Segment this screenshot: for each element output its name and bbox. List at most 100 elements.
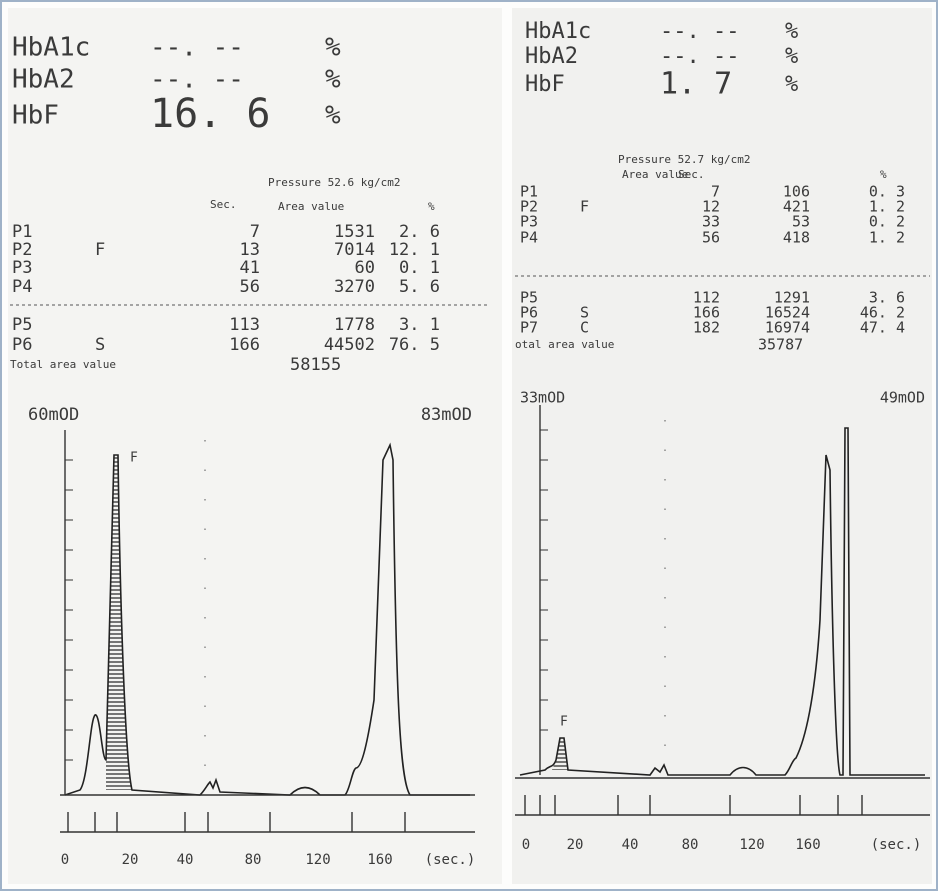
x-label: 120 xyxy=(305,852,330,868)
area-value: 418 xyxy=(783,229,810,247)
peak-label: F xyxy=(560,715,568,730)
peak-name: P4 xyxy=(12,277,32,297)
printout-left xyxy=(8,8,502,884)
total-label: otal area value xyxy=(515,338,614,351)
x-label: 40 xyxy=(622,837,639,853)
scale-right: 83mOD xyxy=(421,405,472,425)
peak-name: P1 xyxy=(12,222,32,242)
retention-time: 56 xyxy=(702,229,720,247)
percent: 46. 2 xyxy=(860,304,905,322)
percent: 1. 2 xyxy=(869,198,905,216)
x-label: 20 xyxy=(567,837,584,853)
retention-time: 56 xyxy=(240,277,260,297)
retention-time: 112 xyxy=(693,289,720,307)
x-label: 80 xyxy=(682,837,699,853)
result-name: HbA2 xyxy=(12,65,75,95)
retention-time: 182 xyxy=(693,319,720,337)
chromatogram-left xyxy=(60,430,475,833)
percent: 0. 3 xyxy=(869,183,905,201)
x-label: 0 xyxy=(522,837,530,853)
area-value: 16524 xyxy=(765,304,810,322)
chromatogram-right xyxy=(515,405,930,816)
result-name: HbA1c xyxy=(12,33,90,63)
retention-time: 166 xyxy=(693,304,720,322)
result-value: --. -- xyxy=(660,19,739,44)
result-unit: % xyxy=(325,33,341,63)
column-header: Sec. xyxy=(210,198,237,211)
area-value: 7014 xyxy=(334,240,375,260)
area-value: 60 xyxy=(355,258,375,278)
result-name: HbA2 xyxy=(525,44,578,69)
peak-name: P3 xyxy=(520,213,538,231)
retention-time: 12 xyxy=(702,198,720,216)
scale-left: 33mOD xyxy=(520,389,565,407)
area-value: 421 xyxy=(783,198,810,216)
peak-name: P1 xyxy=(520,183,538,201)
area-value: 53 xyxy=(792,213,810,231)
peak-type: S xyxy=(95,335,105,355)
pressure: Pressure 52.6 kg/cm2 xyxy=(268,176,400,189)
percent: 3. 6 xyxy=(869,289,905,307)
percent: 2. 6 xyxy=(399,222,440,242)
peak-name: P6 xyxy=(520,304,538,322)
area-value: 106 xyxy=(783,183,810,201)
printout-right xyxy=(512,8,932,884)
peak-name: P2 xyxy=(520,198,538,216)
scale-right: 49mOD xyxy=(880,389,925,407)
peak-type: F xyxy=(95,240,105,260)
x-label: (sec.) xyxy=(425,852,476,868)
peak-name: P2 xyxy=(12,240,32,260)
x-label: 160 xyxy=(367,852,392,868)
peak-name: P7 xyxy=(520,319,538,337)
percent: 0. 2 xyxy=(869,213,905,231)
column-header: % xyxy=(880,168,887,181)
x-label: 20 xyxy=(122,852,139,868)
x-label: 120 xyxy=(739,837,764,853)
total-value: 35787 xyxy=(758,336,803,354)
x-label: 40 xyxy=(177,852,194,868)
percent: 5. 6 xyxy=(399,277,440,297)
result-unit: % xyxy=(325,101,341,131)
peak-type: F xyxy=(580,198,589,216)
result-unit: % xyxy=(785,72,798,97)
retention-time: 41 xyxy=(240,258,260,278)
column-header: Area value xyxy=(622,168,688,181)
result-value: 16. 6 xyxy=(150,91,270,137)
column-header: Sec. xyxy=(678,168,705,181)
retention-time: 13 xyxy=(240,240,260,260)
peak-name: P5 xyxy=(12,315,32,335)
percent: 1. 2 xyxy=(869,229,905,247)
total-label: Total area value xyxy=(10,358,116,371)
result-name: HbF xyxy=(12,101,59,131)
retention-time: 7 xyxy=(711,183,720,201)
column-header: Area value xyxy=(278,200,344,213)
percent: 0. 1 xyxy=(399,258,440,278)
result-unit: % xyxy=(785,44,798,69)
retention-time: 7 xyxy=(250,222,260,242)
area-value: 3270 xyxy=(334,277,375,297)
peak-type: C xyxy=(580,319,589,337)
result-name: HbA1c xyxy=(525,19,591,44)
retention-time: 113 xyxy=(229,315,260,335)
column-header: % xyxy=(428,200,435,213)
result-unit: % xyxy=(785,19,798,44)
area-value: 1531 xyxy=(334,222,375,242)
percent: 76. 5 xyxy=(389,335,440,355)
x-label: 0 xyxy=(61,852,69,868)
peak-name: P6 xyxy=(12,335,32,355)
percent: 47. 4 xyxy=(860,319,905,337)
peak-type: S xyxy=(580,304,589,322)
area-value: 1291 xyxy=(774,289,810,307)
peak-name: P5 xyxy=(520,289,538,307)
pressure: Pressure 52.7 kg/cm2 xyxy=(618,153,750,166)
area-value: 16974 xyxy=(765,319,810,337)
percent: 3. 1 xyxy=(399,315,440,335)
result-value: --. -- xyxy=(150,65,244,95)
area-value: 44502 xyxy=(324,335,375,355)
result-value: 1. 7 xyxy=(660,67,732,102)
peak-label: F xyxy=(130,451,138,466)
peak-name: P3 xyxy=(12,258,32,278)
result-name: HbF xyxy=(525,72,565,97)
x-label: (sec.) xyxy=(871,837,922,853)
